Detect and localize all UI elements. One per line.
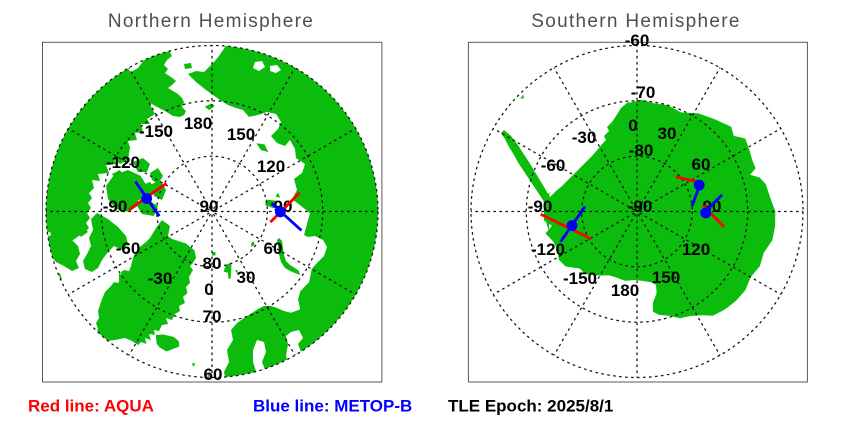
svg-text:0: 0 — [628, 116, 637, 135]
svg-text:Red line: AQUA: Red line: AQUA — [28, 397, 154, 416]
svg-text:-60: -60 — [116, 239, 141, 258]
svg-text:-90: -90 — [528, 197, 553, 216]
svg-text:150: 150 — [652, 268, 680, 287]
svg-text:-90: -90 — [103, 197, 128, 216]
svg-text:30: 30 — [237, 268, 256, 287]
svg-text:60: 60 — [264, 239, 283, 258]
svg-text:-150: -150 — [139, 122, 173, 141]
svg-text:120: 120 — [682, 240, 710, 259]
svg-text:TLE Epoch: 2025/8/1: TLE Epoch: 2025/8/1 — [448, 397, 613, 416]
svg-text:-150: -150 — [563, 269, 597, 288]
svg-text:180: 180 — [184, 114, 212, 133]
svg-text:60: 60 — [692, 155, 711, 174]
svg-text:-60: -60 — [625, 31, 650, 50]
svg-text:90: 90 — [200, 197, 219, 216]
svg-text:-80: -80 — [629, 141, 654, 160]
svg-text:-60: -60 — [541, 156, 566, 175]
svg-text:-120: -120 — [106, 153, 140, 172]
svg-text:180: 180 — [611, 281, 639, 300]
svg-text:120: 120 — [257, 157, 285, 176]
svg-text:-30: -30 — [148, 269, 173, 288]
svg-text:30: 30 — [658, 124, 677, 143]
svg-text:80: 80 — [203, 254, 222, 273]
svg-text:-120: -120 — [531, 240, 565, 259]
svg-text:Northern Hemisphere: Northern Hemisphere — [108, 11, 314, 32]
svg-text:Blue line: METOP-B: Blue line: METOP-B — [253, 397, 412, 416]
svg-text:-30: -30 — [572, 128, 597, 147]
svg-text:150: 150 — [227, 125, 255, 144]
svg-text:-90: -90 — [628, 197, 653, 216]
svg-text:60: 60 — [204, 365, 223, 384]
svg-text:-70: -70 — [631, 83, 656, 102]
svg-text:70: 70 — [203, 307, 222, 326]
svg-text:0: 0 — [204, 280, 213, 299]
svg-text:Southern Hemisphere: Southern Hemisphere — [531, 11, 741, 32]
